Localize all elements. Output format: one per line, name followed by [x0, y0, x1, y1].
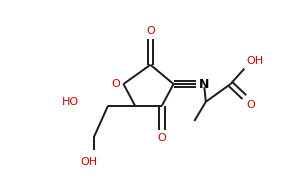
Text: HO: HO — [62, 97, 79, 107]
Text: O: O — [111, 79, 120, 89]
Text: O: O — [158, 133, 166, 143]
Text: O: O — [146, 26, 155, 36]
Text: O: O — [247, 100, 255, 110]
Text: N: N — [199, 78, 209, 91]
Text: OH: OH — [80, 157, 98, 167]
Text: OH: OH — [247, 56, 264, 66]
